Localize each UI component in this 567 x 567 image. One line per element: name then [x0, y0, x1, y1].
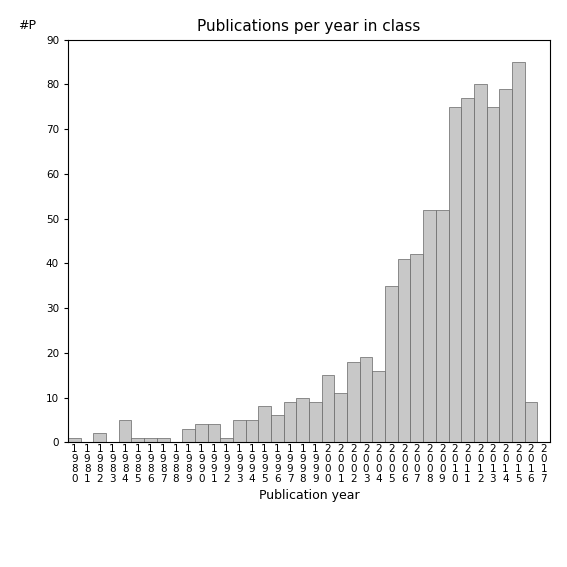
Bar: [436, 210, 448, 442]
Bar: [461, 98, 474, 442]
Bar: [512, 62, 524, 442]
Bar: [259, 407, 271, 442]
Bar: [335, 393, 347, 442]
Bar: [423, 210, 436, 442]
Bar: [119, 420, 132, 442]
X-axis label: Publication year: Publication year: [259, 489, 359, 502]
Bar: [195, 424, 208, 442]
Bar: [208, 424, 220, 442]
Bar: [132, 438, 144, 442]
Bar: [347, 362, 359, 442]
Bar: [68, 438, 81, 442]
Bar: [524, 402, 538, 442]
Bar: [297, 397, 309, 442]
Bar: [448, 107, 461, 442]
Bar: [246, 420, 259, 442]
Bar: [94, 433, 106, 442]
Bar: [359, 357, 373, 442]
Bar: [411, 255, 423, 442]
Bar: [500, 89, 512, 442]
Bar: [220, 438, 233, 442]
Bar: [284, 402, 297, 442]
Bar: [321, 375, 335, 442]
Bar: [398, 259, 411, 442]
Bar: [373, 371, 385, 442]
Y-axis label: #P: #P: [18, 19, 36, 32]
Bar: [233, 420, 246, 442]
Bar: [271, 416, 284, 442]
Bar: [309, 402, 321, 442]
Bar: [385, 286, 398, 442]
Bar: [474, 84, 486, 442]
Bar: [144, 438, 157, 442]
Bar: [182, 429, 195, 442]
Title: Publications per year in class: Publications per year in class: [197, 19, 421, 35]
Bar: [486, 107, 500, 442]
Bar: [157, 438, 170, 442]
